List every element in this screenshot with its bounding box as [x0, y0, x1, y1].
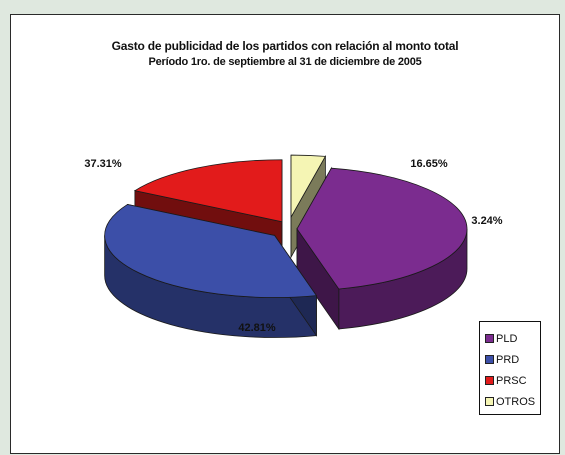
chart-frame: Gasto de publicidad de los partidos con …	[10, 14, 560, 454]
pie-slice-prd	[104, 204, 318, 298]
legend-item-otros: OTROS	[485, 391, 540, 412]
pie-chart: 42.81% 37.31% 16.65% 3.24%	[84, 154, 503, 338]
chart-title: Gasto de publicidad de los partidos con …	[111, 39, 459, 53]
legend-label-prd: PRD	[496, 353, 520, 366]
legend-item-prsc: PRSC	[485, 370, 540, 391]
data-label-prsc: 16.65%	[410, 158, 448, 170]
chart-legend: PLD PRD PRSC OTROS	[479, 321, 541, 415]
legend-swatch-otros	[485, 397, 494, 406]
legend-label-prsc: PRSC	[496, 374, 527, 387]
legend-swatch-pld	[485, 334, 494, 343]
pie-slice-pld	[296, 167, 468, 290]
pie-slice-otros	[290, 154, 327, 219]
data-label-prd: 37.31%	[84, 158, 122, 170]
legend-swatch-prsc	[485, 376, 494, 385]
legend-label-otros: OTROS	[496, 395, 536, 408]
legend-item-pld: PLD	[485, 328, 540, 349]
data-label-otros: 3.24%	[471, 215, 502, 227]
legend-item-prd: PRD	[485, 349, 540, 370]
legend-label-pld: PLD	[496, 332, 518, 345]
data-label-pld: 42.81%	[238, 322, 276, 334]
chart-subtitle: Período 1ro. de septiembre al 31 de dici…	[148, 56, 422, 68]
legend-swatch-prd	[485, 355, 494, 364]
pie-slice-prsc	[133, 159, 283, 223]
